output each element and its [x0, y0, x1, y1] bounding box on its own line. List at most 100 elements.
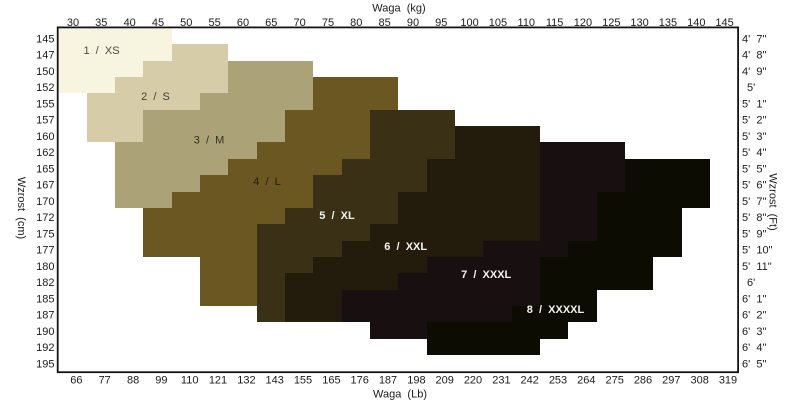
svg-text:99: 99	[155, 374, 167, 386]
svg-text:147: 147	[36, 50, 54, 62]
svg-text:185: 185	[36, 293, 54, 305]
svg-text:242: 242	[521, 374, 539, 386]
svg-text:140: 140	[687, 17, 705, 29]
svg-text:132: 132	[237, 374, 255, 386]
svg-text:125: 125	[602, 17, 620, 29]
svg-text:264: 264	[577, 374, 595, 386]
svg-text:30: 30	[67, 17, 79, 29]
svg-text:175: 175	[36, 228, 54, 240]
svg-text:Wzrost (cm): Wzrost (cm)	[15, 177, 27, 239]
svg-text:120: 120	[574, 17, 592, 29]
svg-text:65: 65	[265, 17, 277, 29]
svg-text:5' 7": 5' 7"	[742, 196, 766, 208]
svg-text:187: 187	[36, 310, 54, 322]
svg-text:145: 145	[715, 17, 733, 29]
svg-text:187: 187	[379, 374, 397, 386]
svg-text:110: 110	[518, 17, 536, 29]
svg-text:172: 172	[36, 212, 54, 224]
svg-text:5' 9": 5' 9"	[742, 228, 766, 240]
svg-text:176: 176	[351, 374, 369, 386]
svg-text:6' 5": 6' 5"	[742, 358, 766, 370]
svg-text:66: 66	[70, 374, 82, 386]
svg-text:135: 135	[659, 17, 677, 29]
svg-text:152: 152	[36, 82, 54, 94]
svg-text:5' 1": 5' 1"	[742, 98, 766, 110]
svg-text:8 / XXXXL: 8 / XXXXL	[527, 304, 585, 316]
svg-text:143: 143	[266, 374, 284, 386]
svg-text:80: 80	[350, 17, 362, 29]
svg-text:209: 209	[436, 374, 454, 386]
svg-text:4' 9": 4' 9"	[742, 66, 766, 78]
svg-text:77: 77	[99, 374, 111, 386]
svg-text:4' 7": 4' 7"	[742, 33, 766, 45]
svg-text:155: 155	[294, 374, 312, 386]
svg-text:90: 90	[407, 17, 419, 29]
svg-text:195: 195	[36, 358, 54, 370]
svg-text:50: 50	[180, 17, 192, 29]
svg-text:35: 35	[95, 17, 107, 29]
svg-text:275: 275	[606, 374, 624, 386]
svg-text:308: 308	[691, 374, 709, 386]
svg-text:286: 286	[634, 374, 652, 386]
svg-text:145: 145	[36, 33, 54, 45]
svg-text:190: 190	[36, 326, 54, 338]
svg-text:70: 70	[293, 17, 305, 29]
svg-text:6' 2": 6' 2"	[742, 310, 766, 322]
svg-text:110: 110	[181, 374, 199, 386]
svg-text:231: 231	[492, 374, 510, 386]
svg-text:2 / S: 2 / S	[141, 91, 170, 103]
svg-text:5' 5": 5' 5"	[742, 163, 766, 175]
svg-text:45: 45	[152, 17, 164, 29]
svg-text:6 / XXL: 6 / XXL	[384, 241, 427, 253]
svg-text:95: 95	[435, 17, 447, 29]
svg-text:5' 3": 5' 3"	[742, 131, 766, 143]
svg-text:180: 180	[36, 261, 54, 273]
svg-text:40: 40	[124, 17, 136, 29]
svg-text:75: 75	[322, 17, 334, 29]
svg-text:3 / M: 3 / M	[194, 134, 225, 146]
svg-text:157: 157	[36, 115, 54, 127]
svg-text:Wzrost (Ft): Wzrost (Ft)	[766, 173, 778, 230]
svg-text:105: 105	[489, 17, 507, 29]
svg-text:198: 198	[407, 374, 425, 386]
svg-text:160: 160	[36, 131, 54, 143]
svg-text:192: 192	[36, 342, 54, 354]
svg-text:121: 121	[209, 374, 227, 386]
svg-text:162: 162	[36, 147, 54, 159]
svg-text:Waga (kg): Waga (kg)	[372, 2, 425, 14]
svg-text:5 / XL: 5 / XL	[319, 210, 355, 222]
svg-text:5' 10": 5' 10"	[742, 245, 773, 257]
svg-text:4 / L: 4 / L	[253, 176, 281, 188]
svg-text:165: 165	[36, 163, 54, 175]
svg-text:167: 167	[36, 180, 54, 192]
svg-text:1 / XS: 1 / XS	[83, 45, 119, 57]
svg-text:5' 4": 5' 4"	[742, 147, 766, 159]
svg-text:130: 130	[630, 17, 648, 29]
svg-text:319: 319	[719, 374, 737, 386]
svg-text:177: 177	[36, 245, 54, 257]
svg-text:5' 8": 5' 8"	[742, 212, 766, 224]
svg-text:150: 150	[36, 66, 54, 78]
svg-text:88: 88	[127, 374, 139, 386]
svg-text:220: 220	[464, 374, 482, 386]
svg-text:6' 4": 6' 4"	[742, 342, 766, 354]
svg-text:297: 297	[662, 374, 680, 386]
svg-text:4' 8": 4' 8"	[742, 50, 766, 62]
svg-text:6' 3": 6' 3"	[742, 326, 766, 338]
svg-text:85: 85	[378, 17, 390, 29]
svg-text:6' 1": 6' 1"	[742, 293, 766, 305]
svg-text:Waga (Lb): Waga (Lb)	[373, 388, 427, 400]
svg-text:170: 170	[36, 196, 54, 208]
svg-text:115: 115	[546, 17, 564, 29]
svg-text:5' 2": 5' 2"	[742, 115, 766, 127]
svg-text:6': 6'	[747, 277, 755, 289]
svg-text:253: 253	[549, 374, 567, 386]
svg-text:100: 100	[460, 17, 478, 29]
svg-text:55: 55	[208, 17, 220, 29]
svg-text:165: 165	[322, 374, 340, 386]
svg-text:5' 11": 5' 11"	[742, 261, 772, 273]
svg-text:5': 5'	[747, 82, 755, 94]
svg-text:7 / XXXL: 7 / XXXL	[461, 269, 511, 281]
svg-text:5' 6": 5' 6"	[742, 180, 766, 192]
svg-text:60: 60	[237, 17, 249, 29]
